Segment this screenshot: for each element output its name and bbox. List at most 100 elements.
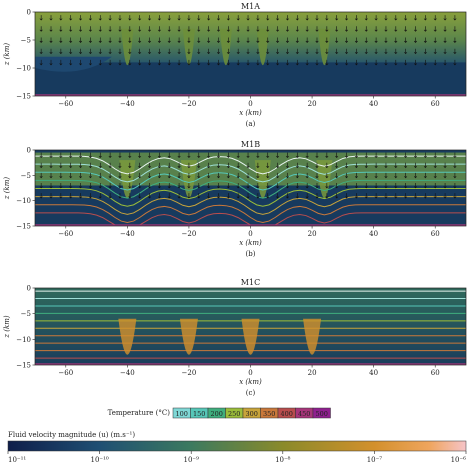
temperature-value: 500 (316, 410, 328, 418)
velocity-arrow (157, 172, 161, 179)
temperature-legend-label: Temperature (°C) (108, 409, 171, 417)
velocity-arrow (59, 152, 63, 159)
velocity-arrow (147, 193, 152, 199)
velocity-arrow (345, 193, 349, 199)
velocity-arrow (345, 182, 349, 189)
velocity-arrow (88, 37, 92, 43)
velocity-arrow (108, 15, 112, 21)
velocity-arrow (285, 182, 289, 189)
velocity-arrow (59, 48, 63, 55)
velocity-arrow (315, 193, 319, 199)
velocity-arrow (256, 37, 260, 43)
velocity-arrow (423, 26, 427, 32)
velocity-arrow (354, 59, 358, 66)
velocity-arrow (413, 37, 418, 43)
velocity-arrow (305, 172, 309, 179)
velocity-arrow (335, 152, 339, 159)
velocity-arrow (79, 193, 83, 199)
y-tick-label: −5 (21, 310, 31, 318)
velocity-arrow (59, 182, 63, 189)
velocity-arrow (108, 172, 112, 179)
velocity-arrow (266, 15, 270, 21)
velocity-arrow (325, 172, 329, 179)
x-tick-label: −40 (120, 369, 135, 377)
x-tick-label: −20 (182, 230, 197, 238)
velocity-arrow (69, 48, 73, 55)
downflow-plume (182, 28, 195, 66)
velocity-arrow (128, 37, 132, 43)
velocity-arrow (138, 15, 142, 21)
velocity-arrow (256, 59, 260, 66)
velocity-arrow (266, 26, 270, 32)
velocity-arrow (295, 15, 299, 21)
velocity-arrow (177, 48, 181, 55)
velocity-arrow (423, 15, 427, 21)
velocity-arrow (147, 15, 152, 21)
velocity-arrow (295, 193, 299, 199)
velocity-arrow (384, 48, 388, 55)
velocity-arrow (423, 59, 427, 66)
velocity-arrow (433, 162, 437, 169)
x-tick-label: 20 (308, 230, 317, 238)
velocity-arrow (433, 182, 437, 189)
downflow-plume (241, 318, 260, 355)
velocity-arrow (325, 182, 329, 189)
x-tick-label: 40 (369, 369, 378, 377)
velocity-arrow (39, 193, 43, 199)
velocity-arrow (394, 152, 398, 159)
velocity-arrow (118, 15, 122, 21)
isotherm-line (35, 171, 466, 191)
velocity-arrow (453, 15, 457, 21)
colorbar-tick-label: 10⁻¹⁰ (90, 456, 108, 464)
velocity-arrow (453, 182, 457, 189)
velocity-arrow (49, 152, 53, 159)
velocity-arrow (364, 182, 368, 189)
velocity-arrow (354, 152, 358, 159)
velocity-arrow (147, 37, 152, 43)
velocity-arrow (128, 48, 132, 55)
velocity-arrow (108, 152, 112, 159)
velocity-arrow (345, 26, 349, 32)
velocity-arrow (207, 48, 211, 55)
velocity-arrow (39, 182, 43, 189)
velocity-arrow (236, 172, 240, 179)
velocity-arrow (59, 37, 63, 43)
colorbar-tick-label: 10⁻⁹ (183, 456, 199, 464)
velocity-arrow (453, 193, 457, 199)
velocity-arrow (207, 15, 211, 21)
velocity-arrow (246, 37, 250, 43)
velocity-arrow (295, 182, 299, 189)
velocity-arrow (413, 152, 418, 159)
velocity-arrow (187, 15, 191, 21)
velocity-arrow (423, 182, 427, 189)
velocity-arrow (147, 152, 152, 159)
velocity-arrow (374, 37, 378, 43)
x-tick-label: 40 (369, 230, 378, 238)
velocity-arrow (354, 48, 358, 55)
velocity-arrow (384, 172, 388, 179)
velocity-arrow (88, 48, 92, 55)
velocity-arrow (276, 162, 280, 169)
velocity-arrow (88, 152, 92, 159)
isotherm-line (35, 196, 466, 215)
velocity-arrow (443, 193, 447, 199)
velocity-arrow (295, 162, 299, 169)
x-tick-label: 0 (248, 369, 252, 377)
y-tick-label: 0 (27, 147, 31, 155)
velocity-arrow (335, 182, 339, 189)
velocity-arrow (197, 152, 201, 159)
velocity-arrow (443, 26, 447, 32)
velocity-arrow (246, 193, 250, 199)
velocity-arrow (276, 59, 280, 66)
velocity-arrow (295, 48, 299, 55)
velocity-arrow (157, 162, 161, 169)
velocity-arrow (49, 15, 53, 21)
temperature-value: 150 (193, 410, 205, 418)
velocity-arrow (285, 26, 289, 32)
velocity-arrow (256, 172, 260, 179)
velocity-arrow (364, 162, 368, 169)
velocity-arrow (187, 152, 191, 159)
velocity-arrow (207, 152, 211, 159)
velocity-arrow (167, 182, 171, 189)
velocity-arrow (79, 59, 83, 66)
